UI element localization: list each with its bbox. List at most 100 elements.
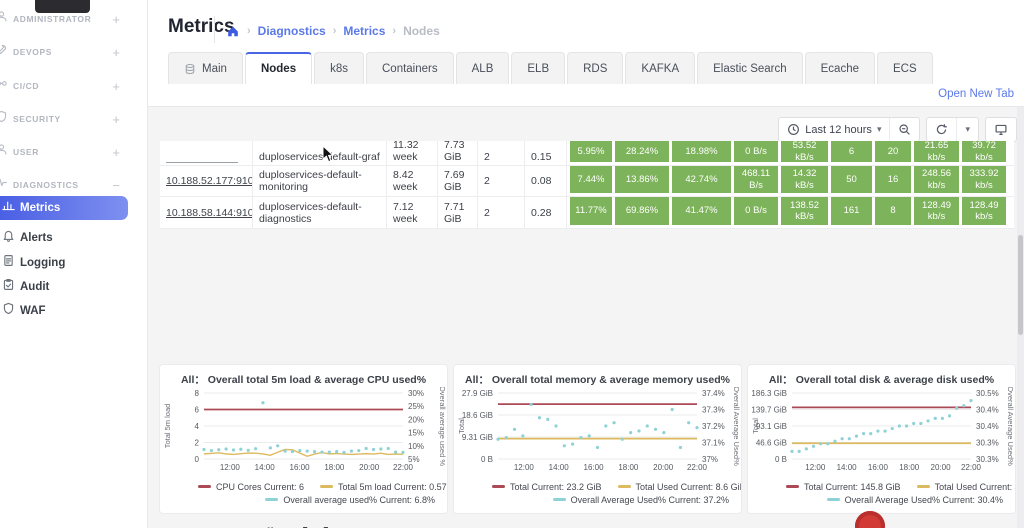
home-icon[interactable]: [226, 24, 240, 38]
svg-text:30.4%: 30.4%: [976, 406, 999, 415]
sidebar-item-logging[interactable]: Logging: [0, 251, 147, 275]
svg-text:16:00: 16:00: [290, 463, 311, 472]
legend-item[interactable]: Total Used Current: 8.6 GiB: [617, 482, 741, 492]
node-metric-cell: 53.52 kB/s: [778, 140, 828, 165]
sidebar-section-user[interactable]: USER +: [0, 142, 147, 162]
expand-toggle-icon[interactable]: +: [112, 11, 120, 27]
svg-text:30.4%: 30.4%: [976, 422, 999, 431]
svg-text:6: 6: [195, 406, 200, 415]
node-metric-cell: 16: [872, 166, 911, 196]
dashboard-content: Last 12 hours ▾ ▾: [148, 107, 1024, 528]
expand-toggle-icon[interactable]: +: [112, 78, 120, 94]
grafana-toolbar: Last 12 hours ▾ ▾: [778, 117, 1017, 142]
tab-label: ECS: [893, 62, 917, 75]
legend-row: Total Current: 23.2 GiB Total Used Curren…: [492, 480, 741, 493]
tab-label: ALB: [471, 62, 494, 75]
node-load-cell: 0.08: [525, 166, 567, 196]
node-metric-cell: 14.32 kB/s: [778, 166, 828, 196]
node-uptime-cell: 11.32 week: [387, 141, 438, 165]
svg-text:37.2%: 37.2%: [702, 422, 725, 431]
legend-item[interactable]: Overall average used% Current: 6.8%: [265, 495, 435, 505]
node-metric-cell: 50: [828, 166, 872, 196]
tab-kafka[interactable]: KAFKA: [625, 52, 696, 84]
monitor-icon: [994, 123, 1008, 136]
sidebar-section-label: USER: [13, 147, 40, 157]
node-instance-cell: [160, 141, 253, 165]
clipped-link: [166, 161, 238, 163]
svg-text:0 B: 0 B: [481, 455, 493, 464]
node-instance-link[interactable]: 10.188.52.177:9100: [166, 175, 253, 187]
tab-alb[interactable]: ALB: [455, 52, 510, 84]
breadcrumb-nodes: Nodes: [403, 24, 440, 38]
legend-item[interactable]: Total Used Current: 44.4 GiB: [916, 482, 1015, 492]
expand-toggle-icon[interactable]: +: [112, 144, 120, 160]
time-range-picker[interactable]: Last 12 hours ▾: [779, 118, 889, 141]
svg-text:15%: 15%: [408, 429, 424, 438]
chevron-down-icon: ▾: [965, 124, 970, 134]
svg-text:5%: 5%: [408, 455, 420, 464]
legend-item[interactable]: Overall Average Used% Current: 30.4%: [826, 495, 1003, 505]
sidebar-item-alerts[interactable]: Alerts: [0, 226, 147, 250]
vertical-scrollbar[interactable]: [1017, 107, 1024, 528]
legend-item[interactable]: Total 5m load Current: 0.570: [320, 482, 447, 492]
sidebar-item-waf[interactable]: WAF: [0, 299, 147, 323]
view-mode-button[interactable]: [986, 118, 1016, 141]
scrollbar-thumb[interactable]: [1018, 235, 1023, 335]
tab-bar: Main Nodes k8s Containers ALB ELB RDS KAFKA Elas…: [168, 52, 933, 84]
tab-ecache[interactable]: Ecache: [804, 52, 875, 84]
sidebar-item-label: WAF: [20, 305, 46, 317]
node-host-cell: duploservices-default-graf: [253, 141, 387, 165]
node-load-cell: 0.28: [525, 197, 567, 228]
bar-chart-icon: [2, 199, 20, 217]
tab-main[interactable]: Main: [168, 52, 243, 84]
node-metrics-table: duploservices-default-graf 11.32 week 7.73…: [160, 140, 1014, 229]
svg-text:Overall Average Used%: Overall Average Used%: [1006, 387, 1015, 466]
legend-item[interactable]: CPU Cores Current: 6: [198, 482, 304, 492]
node-cores-cell: 2: [478, 197, 525, 228]
mouse-cursor: [322, 144, 336, 169]
node-instance-link[interactable]: 10.188.58.144:9100: [166, 206, 253, 219]
sidebar-section-security[interactable]: SECURITY +: [0, 109, 147, 129]
sidebar-section-administrator[interactable]: ADMINISTRATOR +: [0, 9, 147, 29]
expand-toggle-icon[interactable]: +: [112, 44, 120, 60]
sidebar-section-diagnostics[interactable]: DIAGNOSTICS −: [0, 175, 147, 195]
legend-row: Overall Average Used% Current: 30.4%: [786, 493, 1005, 506]
svg-text:0: 0: [195, 455, 200, 464]
tab-elastic-search[interactable]: Elastic Search: [697, 52, 803, 84]
node-metric-cell: 138.52 kB/s: [778, 197, 828, 228]
expand-toggle-icon[interactable]: +: [112, 111, 120, 127]
refresh-button[interactable]: [927, 118, 956, 141]
legend-item[interactable]: Total Current: 145.8 GiB: [786, 482, 901, 492]
svg-text:18:00: 18:00: [324, 463, 345, 472]
svg-text:12:00: 12:00: [220, 463, 241, 472]
tab-containers[interactable]: Containers: [366, 52, 454, 84]
svg-text:30%: 30%: [408, 389, 424, 398]
zoom-out-button[interactable]: [889, 118, 919, 141]
tab-nodes[interactable]: Nodes: [244, 52, 313, 84]
breadcrumb-metrics[interactable]: Metrics: [343, 24, 386, 38]
tab-k8s[interactable]: k8s: [314, 52, 364, 84]
expand-toggle-icon[interactable]: −: [112, 177, 120, 193]
legend-label: CPU Cores Current: 6: [216, 481, 305, 492]
sidebar-section-devops[interactable]: DEVOPS +: [0, 42, 147, 62]
sidebar-item-label: Logging: [20, 257, 66, 269]
svg-text:139.7 GiB: 139.7 GiB: [751, 406, 787, 415]
sidebar-section-cicd[interactable]: CI/CD +: [0, 76, 147, 96]
tab-ecs[interactable]: ECS: [877, 52, 933, 84]
open-new-tab-link[interactable]: Open New Tab: [938, 88, 1014, 100]
breadcrumb-diagnostics[interactable]: Diagnostics: [257, 24, 326, 38]
sidebar-item-audit[interactable]: Audit: [0, 275, 147, 299]
resource-details-header[interactable]: ⌄ Resource Details: 【All】: [161, 523, 336, 528]
tab-elb[interactable]: ELB: [511, 52, 566, 84]
svg-text:18:00: 18:00: [899, 463, 920, 472]
node-metric-cell: 13.86%: [612, 166, 669, 196]
legend-item[interactable]: Overall Average Used% Current: 37.2%: [552, 495, 729, 505]
node-host-cell: duploservices-default-monitoring: [253, 166, 387, 196]
refresh-interval-dropdown[interactable]: ▾: [956, 118, 978, 141]
legend-item[interactable]: Total Current: 23.2 GiB: [492, 482, 602, 492]
chart-plot: 8 6 4 2 0 30% 25% 20% 15% 10% 5% 12:00 14:00 16:00 18:…: [163, 386, 447, 472]
subbar: Open New Tab: [148, 84, 1024, 107]
node-instance-cell: 10.188.52.177:9100: [160, 166, 253, 196]
tab-rds[interactable]: RDS: [567, 52, 624, 84]
sidebar-item-metrics[interactable]: Metrics: [0, 196, 128, 220]
